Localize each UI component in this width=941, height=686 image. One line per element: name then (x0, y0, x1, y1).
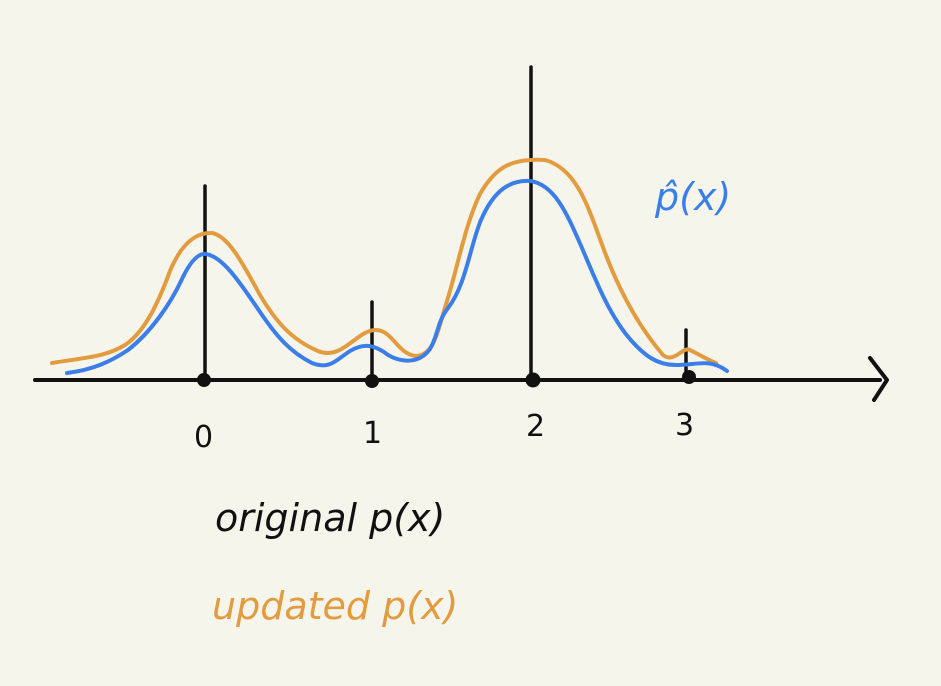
updated-density-label: updated p(x) (212, 584, 458, 628)
estimate-density-label: p̂(x) (654, 175, 731, 219)
support-point-2 (525, 372, 541, 388)
support-point-0 (197, 373, 211, 387)
tick-label-0: 0 (194, 420, 213, 455)
tick-label-1: 1 (363, 416, 382, 451)
original-density-label: original p(x) (215, 496, 445, 540)
x-axis-arrowhead (868, 356, 889, 402)
tick-label-2: 2 (526, 409, 545, 444)
tick-label-3: 3 (675, 408, 694, 443)
support-point-3 (682, 370, 696, 384)
updated-density-curve (50, 157, 718, 365)
support-point-1 (365, 374, 379, 388)
estimate-density-curve (65, 178, 729, 375)
